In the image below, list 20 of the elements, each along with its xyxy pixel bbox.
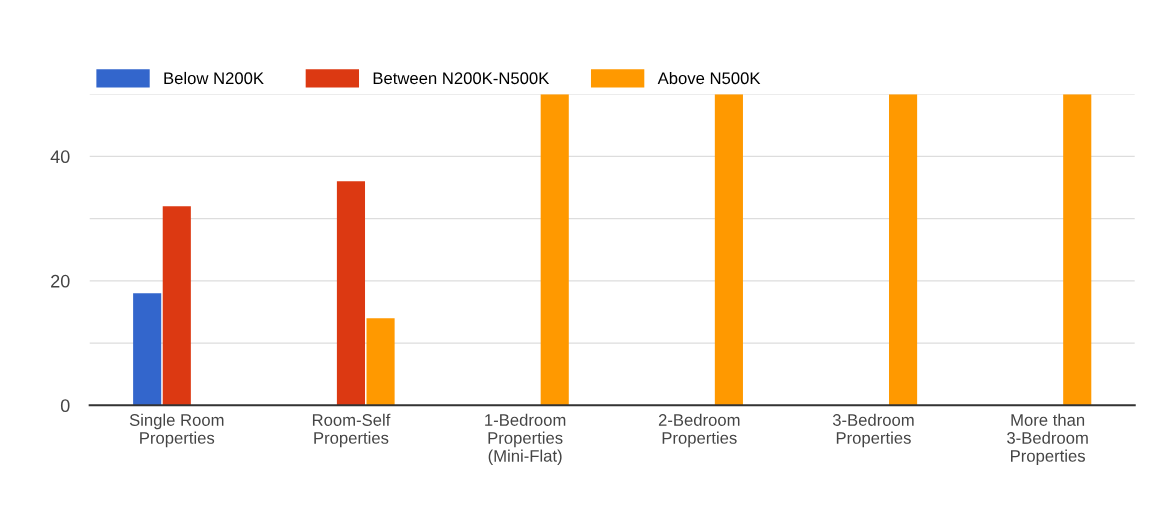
legend-label: Above N500K <box>657 71 761 85</box>
bar <box>540 94 569 406</box>
y-tick-label: 40 <box>50 150 70 164</box>
x-tick-label: Single Room Properties <box>129 413 224 448</box>
bar <box>162 206 191 406</box>
bar <box>366 318 395 406</box>
x-tick-label: Room-Self Properties <box>312 413 391 448</box>
legend-label: Between N200K-N500K <box>373 72 550 85</box>
y-tick-label: 20 <box>51 274 70 288</box>
x-tick-label: 3-Bedroom Properties <box>832 413 914 448</box>
bar <box>133 293 162 406</box>
bar <box>1063 94 1092 406</box>
y-tick-label: 0 <box>60 399 70 413</box>
legend-label: Below N200K <box>164 71 264 85</box>
x-tick-label: 1-Bedroom Properties (Mini-Flat) <box>485 413 566 466</box>
bar <box>336 181 366 406</box>
bar <box>714 94 743 406</box>
x-tick-label: 2-Bedroom Properties <box>658 413 740 448</box>
x-tick-label: More than 3-Bedroom Properties <box>1007 413 1088 466</box>
bar <box>889 94 918 406</box>
